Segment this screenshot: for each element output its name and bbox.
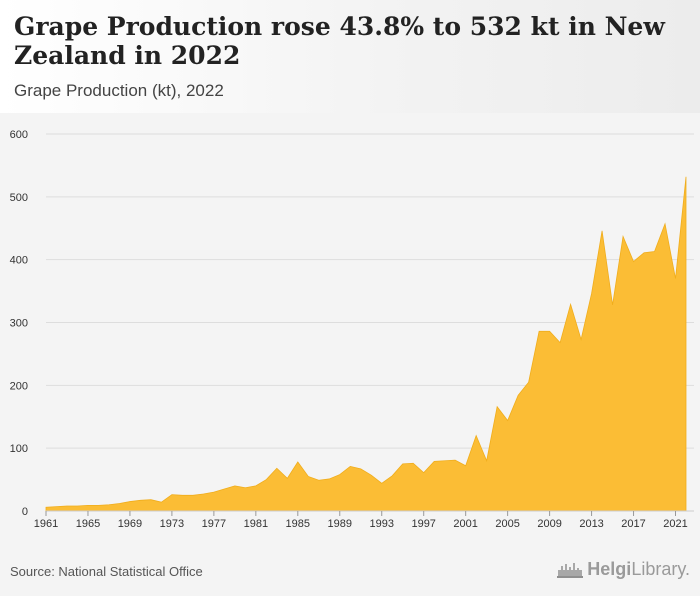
data-point (412, 462, 414, 464)
x-tick-label: 2005 (495, 518, 519, 530)
data-point (454, 459, 456, 461)
data-point (549, 330, 551, 332)
data-point (360, 468, 362, 470)
data-point (160, 501, 162, 503)
data-point (370, 474, 372, 476)
data-point (528, 381, 530, 383)
data-point (444, 460, 446, 462)
data-point (654, 251, 656, 253)
y-tick-label: 300 (10, 318, 28, 330)
x-tick-label: 1989 (328, 518, 352, 530)
data-point (622, 235, 624, 237)
brand-logo: HelgiLibrary. (557, 559, 690, 580)
data-point (76, 505, 78, 507)
x-tick-label: 2013 (579, 518, 603, 530)
brand-name-strong: Helgi (587, 559, 632, 579)
data-point (244, 487, 246, 489)
data-point (465, 465, 467, 467)
data-point (570, 303, 572, 305)
data-point (633, 261, 635, 263)
x-tick-label: 2021 (663, 518, 687, 530)
data-point (234, 485, 236, 487)
data-point (286, 477, 288, 479)
brand-name-rest: Library. (631, 559, 690, 579)
skyline-icon (557, 562, 584, 578)
x-tick-label: 1981 (244, 518, 268, 530)
data-point (318, 479, 320, 481)
data-point (496, 406, 498, 408)
data-point (223, 488, 225, 490)
data-point (118, 502, 120, 504)
x-tick-label: 1969 (118, 518, 142, 530)
data-point (517, 394, 519, 396)
x-tick-label: 1961 (34, 518, 58, 530)
data-point (402, 463, 404, 465)
chart-subtitle: Grape Production (kt), 2022 (14, 81, 224, 100)
data-point (202, 493, 204, 495)
data-point (129, 501, 131, 503)
y-tick-label: 500 (10, 192, 28, 204)
chart-title: Grape Production rose 43.8% to 532 kt in… (14, 12, 665, 70)
x-tick-label: 1997 (411, 518, 435, 530)
x-tick-label: 1977 (202, 518, 226, 530)
data-point (685, 176, 687, 178)
area-series (45, 176, 687, 512)
data-point (675, 278, 677, 280)
data-point (486, 460, 488, 462)
data-point (55, 506, 57, 508)
data-point (87, 504, 89, 506)
data-point (591, 293, 593, 295)
data-point (349, 465, 351, 467)
x-tick-label: 1965 (76, 518, 100, 530)
y-tick-label: 200 (10, 380, 28, 392)
x-tick-label: 1985 (286, 518, 310, 530)
x-tick-label: 2009 (537, 518, 561, 530)
data-point (391, 475, 393, 477)
x-tick-label: 1973 (160, 518, 184, 530)
data-point (423, 472, 425, 474)
data-point (507, 420, 509, 422)
data-point (328, 478, 330, 480)
data-point (171, 494, 173, 496)
data-point (192, 494, 194, 496)
data-point (255, 485, 257, 487)
data-point (181, 494, 183, 496)
data-point (139, 499, 141, 501)
data-point (276, 467, 278, 469)
data-point (643, 252, 645, 254)
data-point (307, 475, 309, 477)
area-chart: 0 100 200 300 400 500 600 1961 1965 1969 1973 1977 1… (10, 129, 694, 530)
y-tick-label: 400 (10, 255, 28, 267)
data-point (580, 338, 582, 340)
chart-header: Grape Production rose 43.8% to 532 kt in… (0, 0, 700, 113)
data-point (66, 505, 68, 507)
data-point (612, 304, 614, 306)
chart-footer (0, 550, 700, 596)
data-point (45, 506, 47, 508)
data-point (664, 223, 666, 225)
data-point (213, 491, 215, 493)
data-point (601, 230, 603, 232)
data-point (97, 504, 99, 506)
data-point (150, 499, 152, 501)
data-point (265, 479, 267, 481)
source-note: Source: National Statistical Office (10, 564, 203, 579)
x-tick-label: 2017 (621, 518, 645, 530)
data-point (297, 461, 299, 463)
x-tick-label: 2001 (453, 518, 477, 530)
data-point (339, 474, 341, 476)
data-point (559, 342, 561, 344)
data-point (381, 482, 383, 484)
data-point (475, 435, 477, 437)
y-tick-label: 0 (22, 506, 28, 518)
data-point (538, 330, 540, 332)
y-tick-label: 100 (10, 443, 28, 455)
y-tick-label: 600 (10, 129, 28, 141)
x-tick-label: 1993 (369, 518, 393, 530)
data-point (108, 504, 110, 506)
data-point (433, 460, 435, 462)
